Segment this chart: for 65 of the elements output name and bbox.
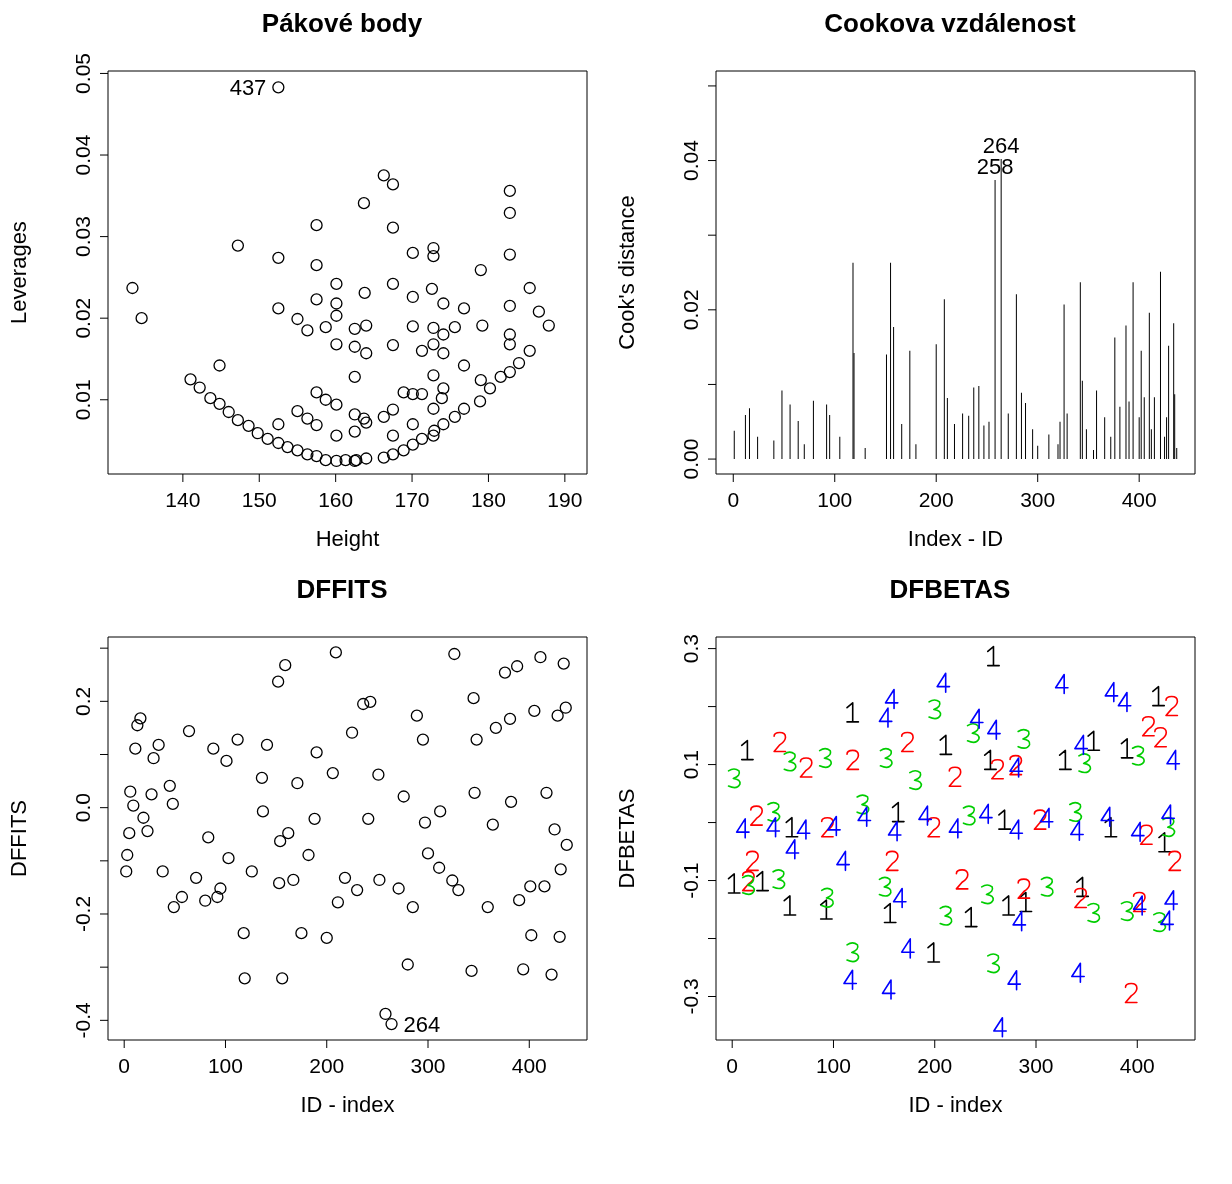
x-tick-label: 200: [918, 487, 954, 511]
x-tick-label: 300: [1020, 487, 1056, 511]
y-tick-label: 0.02: [679, 289, 702, 331]
x-tick-label: 160: [318, 487, 354, 511]
point: [878, 707, 893, 728]
y-tick-label: 0.01: [71, 379, 94, 421]
point: [881, 979, 896, 1000]
point: [1132, 895, 1147, 916]
y-tick-label: -0.3: [679, 978, 702, 1015]
point: [796, 819, 811, 840]
point: [1161, 804, 1176, 825]
y-tick-label: 0.04: [71, 134, 94, 176]
x-axis-title: ID - index: [300, 1092, 395, 1117]
point: [948, 818, 963, 839]
x-tick-label: 300: [410, 1053, 446, 1077]
x-tick-label: 100: [815, 1053, 851, 1077]
annotation: 264: [403, 1011, 441, 1037]
x-tick-label: 100: [207, 1053, 243, 1077]
x-tick-label: 170: [394, 487, 430, 511]
point: [918, 805, 933, 826]
point: [1009, 819, 1024, 840]
y-axis-title: Leverages: [5, 221, 31, 324]
y-tick-label: 0.3: [679, 634, 702, 664]
x-tick-label: 180: [470, 487, 506, 511]
x-tick-label: 300: [1018, 1053, 1054, 1077]
y-axis-title: DFBETAS: [613, 788, 639, 889]
y-tick-label: -0.2: [71, 895, 94, 933]
x-tick-label: 400: [1121, 487, 1157, 511]
x-axis-title: ID - index: [908, 1092, 1003, 1117]
y-tick-label: -0.1: [679, 862, 702, 899]
annotation: 437: [229, 75, 267, 101]
x-tick-label: 400: [1119, 1053, 1155, 1077]
x-tick-label: 140: [165, 487, 201, 511]
x-tick-label: 200: [917, 1053, 953, 1077]
chart-title: Cookova vzdálenost: [823, 8, 1077, 40]
y-tick-label: 0.1: [679, 749, 702, 780]
x-tick-label: 0: [726, 1053, 739, 1077]
x-tick-label: 0: [727, 487, 740, 511]
point: [843, 969, 858, 990]
x-tick-label: 150: [241, 487, 277, 511]
y-tick-label: 0.05: [71, 53, 94, 94]
x-axis-title: Index - ID: [907, 526, 1004, 551]
x-tick-label: 0: [118, 1053, 131, 1077]
y-axis-title: DFFITS: [5, 800, 31, 877]
x-axis-title: Height: [315, 526, 380, 551]
chart-title: Pákové body: [260, 8, 424, 40]
y-tick-label: 0.00: [679, 438, 702, 480]
x-tick-label: 200: [309, 1053, 345, 1077]
chart-title: DFFITS: [295, 574, 389, 606]
y-tick-label: 0.03: [71, 216, 94, 258]
x-tick-label: 190: [547, 487, 583, 511]
y-tick-label: 0.2: [71, 686, 94, 716]
chart-title: DFBETAS: [888, 574, 1012, 606]
annotation: 264: [982, 133, 1020, 159]
point: [986, 953, 1001, 974]
y-tick-label: 0.04: [679, 139, 702, 181]
y-tick-label: -0.4: [71, 1001, 94, 1039]
point: [900, 938, 915, 959]
point: [1160, 910, 1175, 931]
y-tick-label: 0.0: [71, 793, 94, 823]
point: [735, 818, 750, 839]
y-axis-title: Cook's distance: [613, 195, 639, 350]
y-tick-label: 0.02: [71, 297, 94, 339]
x-tick-label: 400: [511, 1053, 547, 1077]
x-tick-label: 100: [817, 487, 853, 511]
